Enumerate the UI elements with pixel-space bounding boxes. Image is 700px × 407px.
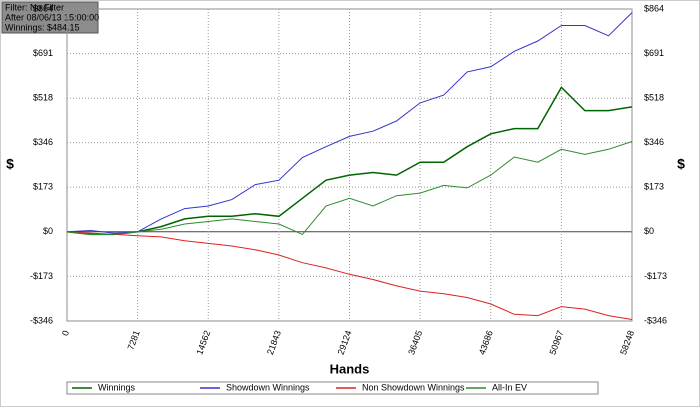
info-text: Filter: No Filter — [5, 2, 64, 12]
series-line — [66, 12, 633, 234]
y-tick-label: -$173 — [30, 271, 53, 281]
y-axis-title: $ — [6, 156, 14, 172]
x-axis-title: Hands — [330, 361, 370, 376]
info-box — [1, 1, 99, 34]
y-tick-label: $346 — [644, 137, 664, 147]
series-line — [66, 141, 633, 236]
info-text: After 08/06/13 15:00:00 — [5, 12, 99, 22]
legend-label: All-In EV — [492, 382, 527, 392]
y-tick-label: $0 — [43, 226, 53, 236]
y-tick-label: $173 — [644, 182, 664, 192]
legend — [66, 381, 599, 395]
y-tick-label: $173 — [33, 182, 53, 192]
x-tick-label: 0 — [60, 329, 71, 337]
legend-label: Showdown Winnings — [226, 382, 310, 392]
y-tick-label: $0 — [644, 226, 654, 236]
y-axis-title: $ — [677, 156, 685, 172]
legend-label: Non Showdown Winnings — [362, 382, 465, 392]
legend-label: Winnings — [98, 382, 136, 392]
y-tick-label: $691 — [33, 48, 53, 58]
y-tick-label: $346 — [33, 137, 53, 147]
y-tick-label: -$346 — [30, 315, 53, 325]
y-tick-label: $518 — [644, 93, 664, 103]
series-line — [66, 231, 633, 320]
y-tick-label: -$173 — [644, 271, 667, 281]
y-tick-label: -$346 — [644, 315, 667, 325]
series-line — [66, 86, 633, 236]
y-tick-label: $691 — [644, 48, 664, 58]
y-tick-label: $864 — [644, 3, 664, 13]
y-tick-label: $864 — [33, 3, 53, 13]
info-text: Winnings: $484.15 — [5, 22, 80, 32]
y-tick-label: $518 — [33, 93, 53, 103]
